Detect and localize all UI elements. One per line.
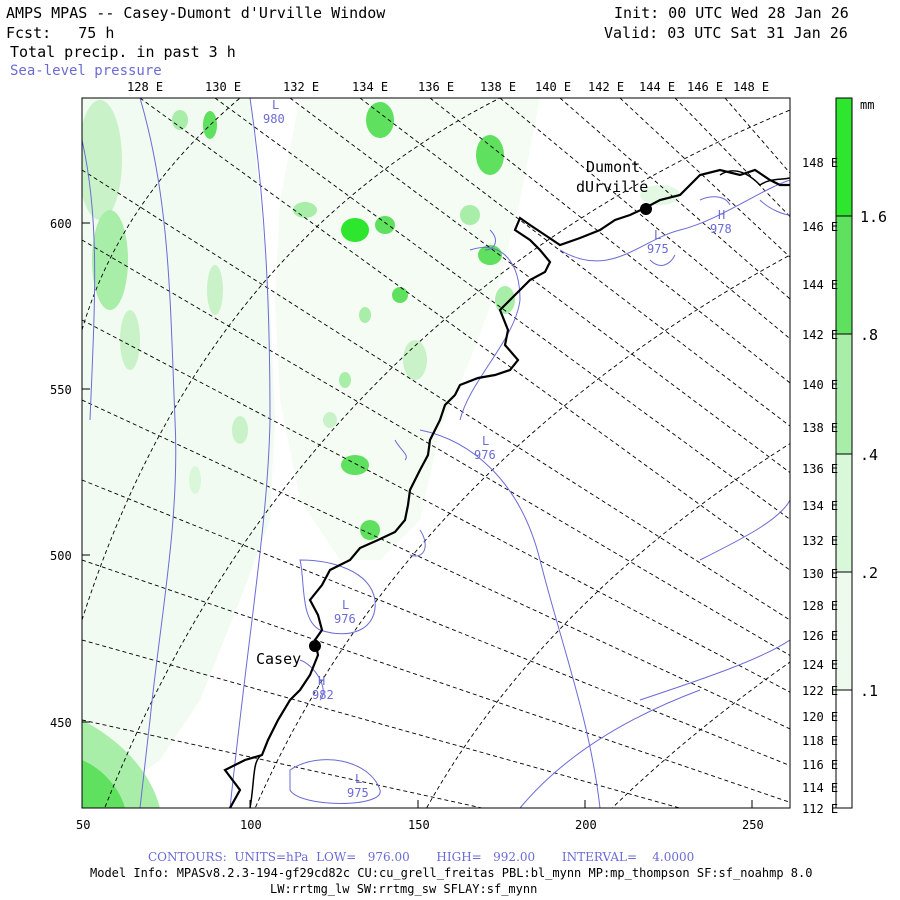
dumont-label: Dumont — [586, 158, 641, 176]
colorbar-label: 1.6 — [860, 208, 888, 226]
pressure-center-value: 976 — [474, 448, 496, 462]
pressure-center-symbol: L — [654, 228, 662, 242]
casey-station-dot — [309, 640, 321, 652]
model-info-line2: LW:rrtmg_lw SW:rrtmg_sw SFLAY:sf_mynn — [270, 882, 538, 896]
y-axis-label: 550 — [50, 383, 72, 397]
right-lon-label: 128 E — [802, 599, 839, 613]
field-precip: Total precip. in past 3 h — [10, 43, 236, 61]
right-lon-label: 122 E — [802, 684, 839, 698]
top-lon-label: 142 E — [588, 80, 625, 94]
right-lon-label: 140 E — [802, 378, 839, 392]
x-axis-label: 250 — [742, 818, 764, 832]
y-axis-label: 500 — [50, 549, 72, 563]
right-lon-label: 146 E — [802, 220, 839, 234]
top-lon-label: 144 E — [639, 80, 676, 94]
colorbar — [835, 97, 853, 809]
pressure-center-symbol: L — [482, 434, 490, 448]
pressure-center-value: 982 — [312, 688, 334, 702]
pressure-center-value: 975 — [347, 786, 369, 800]
y-axis-label: 450 — [50, 716, 72, 730]
right-lon-label: 148 E — [802, 156, 839, 170]
contours-info: CONTOURS: UNITS=hPa LOW= 976.00 HIGH= 99… — [148, 850, 695, 864]
right-lon-label: 142 E — [802, 328, 839, 342]
top-lon-label: 136 E — [418, 80, 455, 94]
pressure-center-symbol: H — [318, 674, 326, 688]
top-lon-label: 146 E — [687, 80, 724, 94]
pressure-center-symbol: L — [272, 98, 280, 112]
pressure-center-value: 978 — [710, 222, 732, 236]
y-axis-label: 600 — [50, 217, 72, 231]
right-lon-label: 112 E — [802, 802, 839, 816]
colorbar-label: .2 — [860, 564, 879, 582]
top-lon-label: 130 E — [205, 80, 242, 94]
x-axis-label: 100 — [240, 818, 262, 832]
colorbar-unit: mm — [860, 98, 875, 112]
model-info-line1: Model Info: MPASv8.2.3-194-gf29cd82c CU:… — [90, 866, 813, 880]
title-line: AMPS MPAS -- Casey-Dumont d'Urville Wind… — [6, 4, 386, 22]
right-lon-label: 130 E — [802, 567, 839, 581]
pressure-center-value: 980 — [263, 112, 285, 126]
colorbar-label: .1 — [860, 682, 879, 700]
top-lon-label: 134 E — [352, 80, 389, 94]
right-lon-label: 132 E — [802, 534, 839, 548]
casey-label: Casey — [256, 650, 302, 668]
map-frame — [81, 97, 791, 809]
field-slp: Sea-level pressure — [10, 63, 162, 79]
top-lon-label: 132 E — [283, 80, 320, 94]
dumont-station-dot — [640, 203, 652, 215]
pressure-center-value: 976 — [334, 612, 356, 626]
right-lon-label: 124 E — [802, 658, 839, 672]
slp-contours — [82, 98, 790, 808]
pressure-center-symbol: L — [355, 772, 363, 786]
pressure-center-symbol: L — [342, 598, 350, 612]
pressure-center-symbol: H — [718, 208, 726, 222]
right-lon-label: 144 E — [802, 278, 839, 292]
x-axis-label: 150 — [408, 818, 430, 832]
right-lon-label: 134 E — [802, 499, 839, 513]
top-lon-label: 128 E — [127, 80, 164, 94]
precip-shading — [82, 98, 680, 808]
durville-label: dUrville — [576, 178, 649, 196]
x-axis-label: 50 — [76, 818, 91, 832]
colorbar-label: .4 — [860, 446, 879, 464]
right-lon-label: 136 E — [802, 462, 839, 476]
latlon-grid — [82, 98, 790, 808]
right-lon-label: 126 E — [802, 629, 839, 643]
top-lon-label: 148 E — [733, 80, 770, 94]
right-lon-label: 120 E — [802, 710, 839, 724]
top-lon-label: 140 E — [535, 80, 572, 94]
right-lon-label: 114 E — [802, 781, 839, 795]
right-lon-label: 118 E — [802, 734, 839, 748]
left-ticks — [82, 222, 753, 808]
forecast-hour: Fcst: 75 h — [6, 24, 115, 42]
right-lon-label: 116 E — [802, 758, 839, 772]
init-time: Init: 00 UTC Wed 28 Jan 26 — [614, 4, 849, 22]
right-lon-label: 138 E — [802, 421, 839, 435]
top-lon-label: 138 E — [480, 80, 517, 94]
map-content — [82, 98, 790, 808]
pressure-center-value: 975 — [647, 242, 669, 256]
colorbar-label: .8 — [860, 326, 879, 344]
x-axis-label: 200 — [575, 818, 597, 832]
valid-time: Valid: 03 UTC Sat 31 Jan 26 — [604, 24, 848, 42]
